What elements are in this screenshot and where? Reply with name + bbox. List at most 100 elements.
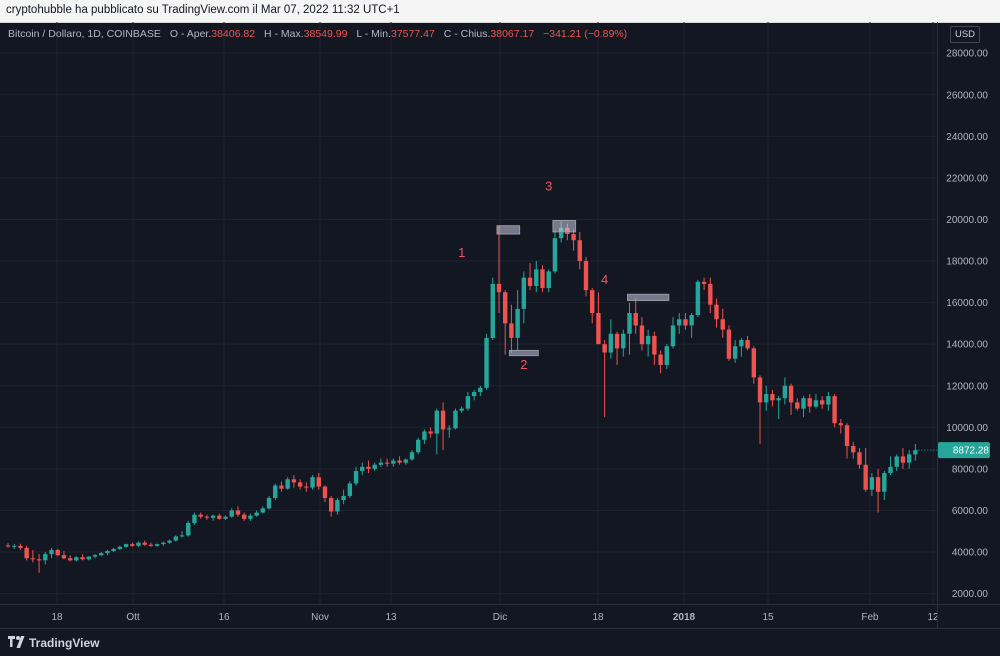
candle-body	[341, 495, 346, 501]
candle-body	[596, 313, 601, 345]
price-tick-label: 14000.00	[946, 340, 988, 351]
candle-body	[888, 466, 893, 474]
candle-body	[117, 546, 123, 549]
candle-body	[534, 269, 539, 286]
candle-body	[428, 431, 433, 434]
publisher-bar: cryptohubble ha pubblicato su TradingVie…	[0, 0, 1000, 23]
time-tick-label: 18	[51, 612, 63, 623]
candle-body	[875, 477, 881, 492]
candle-body	[751, 348, 756, 378]
candle-body	[316, 477, 321, 487]
candle-body	[24, 547, 29, 559]
candle-body	[590, 290, 595, 313]
time-tick-label: Dic	[493, 612, 507, 623]
candle-body	[757, 377, 763, 403]
legend-change: −341.21 (−0.89%)	[543, 28, 628, 40]
legend-symbol[interactable]: Bitcoin / Dollaro, 1D, COINBASE	[8, 28, 161, 40]
price-tick-label: 16000.00	[946, 298, 988, 309]
price-tick-label: 10000.00	[946, 423, 988, 434]
legend-high-value: 38549.99	[303, 28, 348, 40]
candle-body	[503, 292, 508, 324]
annotation-label-4: 4	[601, 272, 608, 287]
candle-body	[241, 514, 247, 519]
last-price-label: 8872.28	[953, 446, 990, 457]
price-tick-label: 18000.00	[946, 257, 988, 268]
candle-body	[5, 545, 11, 547]
candle-body	[285, 479, 290, 489]
candle-body	[838, 423, 844, 426]
candle-body	[229, 510, 234, 517]
candle-body	[652, 335, 657, 355]
candlestick-chart[interactable]: 28000.0026000.0024000.0022000.0020000.00…	[0, 22, 1000, 628]
candle-body	[148, 544, 154, 546]
candle-body	[391, 460, 396, 464]
candle-body	[863, 464, 868, 490]
footer-bar: TradingView	[0, 628, 1000, 656]
candle-body	[266, 497, 272, 509]
candle-body	[415, 439, 421, 453]
annotation-box	[552, 220, 577, 233]
candle-body	[273, 485, 278, 498]
legend-low-value: 37577.47	[390, 28, 435, 40]
candle-body	[714, 304, 719, 320]
candle-body	[664, 346, 669, 365]
legend-open-value: 38406.82	[211, 28, 256, 40]
candle-body	[527, 277, 533, 286]
candle-body	[739, 340, 744, 347]
price-tick-label: 6000.00	[952, 506, 989, 517]
candle-body	[235, 510, 241, 515]
candle-body	[801, 398, 806, 409]
candle-body	[403, 459, 408, 463]
last-price-tag	[938, 442, 990, 459]
candle-body	[210, 515, 216, 518]
candle-body	[882, 473, 887, 492]
candle-body	[297, 482, 303, 487]
candle-body	[130, 544, 135, 546]
legend-close-value: 38067.17	[490, 28, 535, 40]
candle-body	[360, 466, 365, 471]
candle-body	[92, 555, 98, 557]
candle-body	[764, 394, 769, 403]
candle-body	[310, 477, 315, 488]
candle-body	[776, 398, 781, 401]
candle-body	[720, 319, 725, 330]
price-tick-label: 8000.00	[952, 464, 989, 475]
time-tick-label: 18	[592, 612, 604, 623]
candle-body	[515, 308, 520, 338]
legend-close-label: C - Chius.	[443, 28, 491, 40]
candle-body	[788, 385, 794, 403]
candle-body	[447, 428, 452, 430]
candle-body	[328, 497, 334, 512]
candle-body	[161, 542, 166, 545]
time-tick-label: 15	[762, 612, 774, 623]
candle-body	[540, 269, 545, 289]
candle-body	[645, 335, 651, 345]
candle-body	[440, 410, 446, 430]
candle-body	[18, 545, 23, 548]
price-tick-label: 26000.00	[946, 90, 988, 101]
candle-body	[813, 400, 819, 407]
chart-legend: Bitcoin / Dollaro, 1D, COINBASE O - Aper…	[8, 28, 627, 40]
candle-body	[633, 313, 638, 326]
price-tick-label: 4000.00	[952, 548, 989, 559]
candle-body	[826, 396, 831, 405]
candle-body	[465, 396, 471, 409]
candle-body	[844, 425, 850, 447]
candle-body	[67, 558, 73, 561]
candle-body	[154, 544, 160, 546]
candle-body	[248, 515, 253, 519]
candle-body	[105, 550, 110, 554]
candle-body	[894, 456, 899, 467]
candle-body	[770, 394, 775, 401]
currency-button[interactable]: USD	[950, 26, 980, 43]
price-tick-label: 20000.00	[946, 215, 988, 226]
candle-body	[49, 549, 54, 555]
legend-open-label: O - Aper.	[169, 28, 212, 40]
annotation-label-3: 3	[545, 178, 552, 193]
candle-body	[434, 410, 440, 434]
price-tick-label: 24000.00	[946, 132, 988, 143]
candle-body	[782, 385, 788, 399]
candle-body	[260, 508, 266, 513]
candle-body	[99, 553, 104, 556]
candle-body	[819, 400, 825, 405]
